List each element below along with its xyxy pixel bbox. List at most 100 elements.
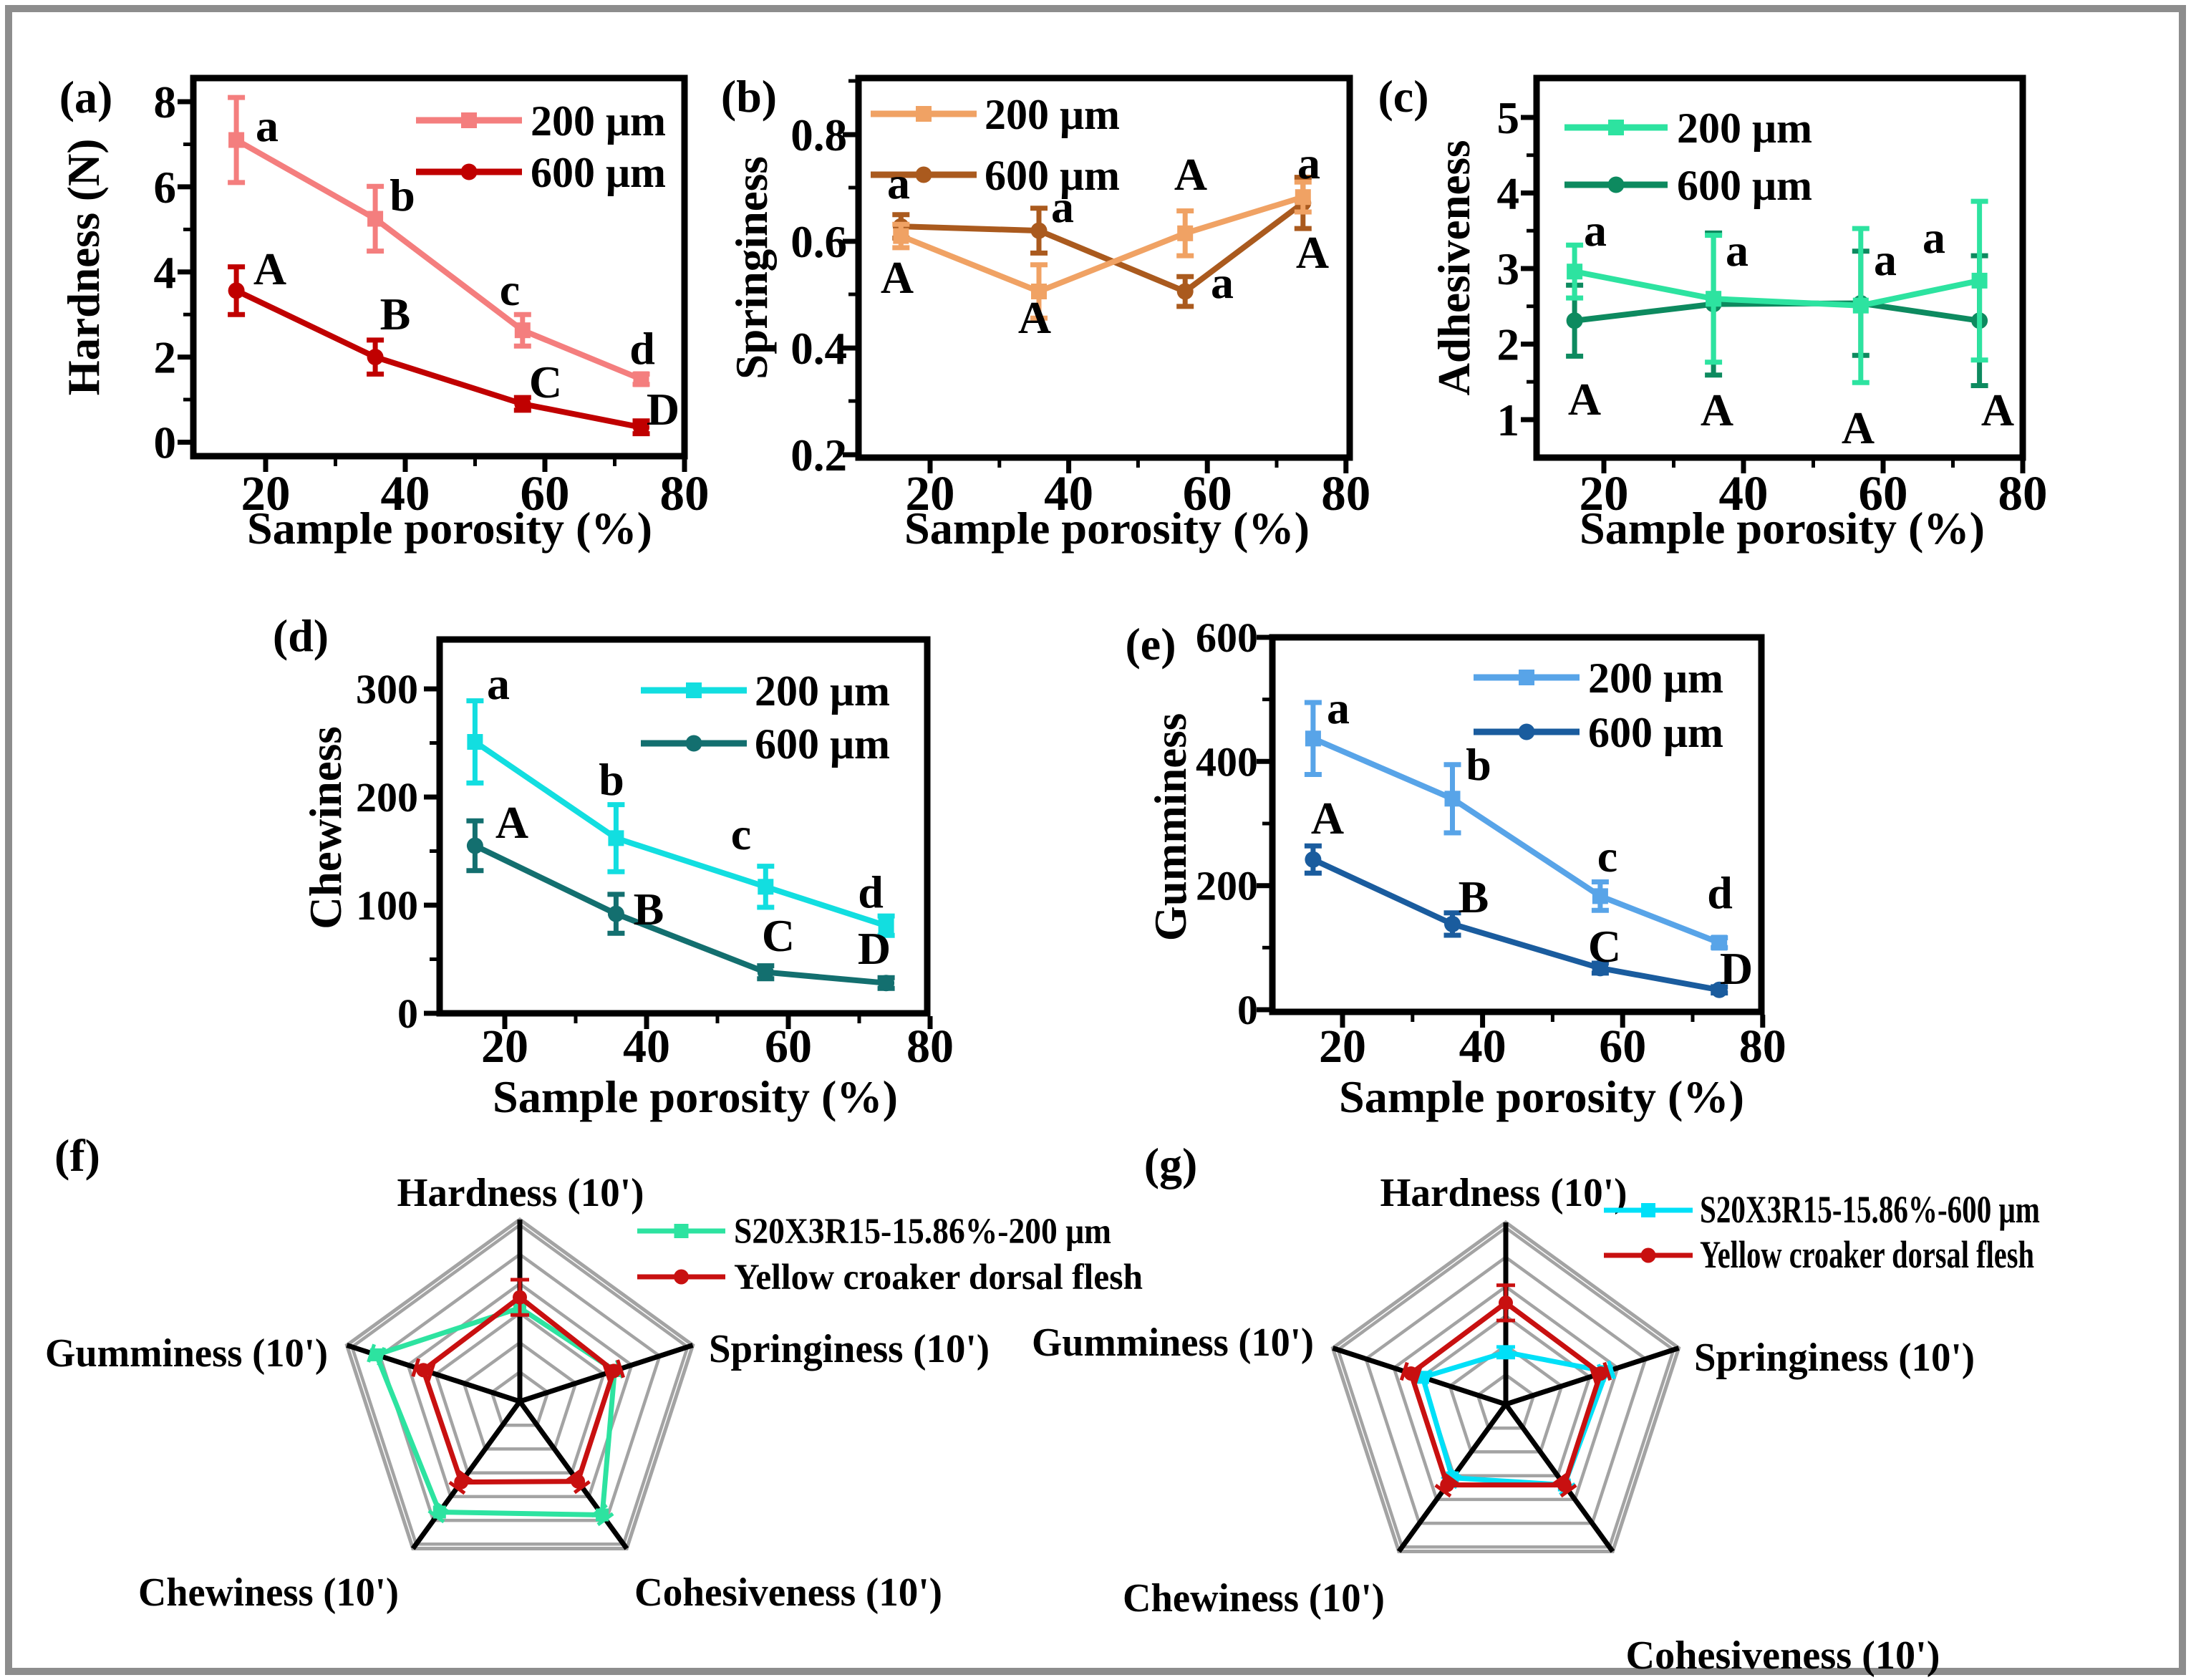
svg-text:200 μm: 200 μm (1588, 655, 1723, 702)
svg-text:(c): (c) (1378, 71, 1428, 122)
svg-text:A: A (1568, 374, 1601, 425)
svg-text:a: a (1051, 181, 1074, 232)
svg-text:B: B (634, 884, 664, 935)
svg-text:a: a (1726, 225, 1749, 276)
svg-text:d: d (629, 323, 655, 374)
svg-text:200 μm: 200 μm (755, 667, 890, 715)
svg-text:Gumminess (10'): Gumminess (10') (45, 1331, 328, 1376)
svg-text:A: A (1296, 227, 1329, 278)
svg-text:A: A (1174, 149, 1207, 200)
svg-text:D: D (858, 923, 891, 974)
svg-text:A: A (1981, 385, 2014, 435)
svg-text:A: A (1842, 402, 1875, 453)
svg-text:(a): (a) (59, 72, 113, 122)
svg-text:20: 20 (1580, 466, 1629, 521)
svg-text:60: 60 (1183, 466, 1232, 521)
svg-text:d: d (1707, 867, 1733, 918)
svg-text:40: 40 (381, 466, 430, 521)
svg-text:200 μm: 200 μm (531, 97, 666, 145)
svg-text:c: c (731, 808, 751, 859)
svg-text:600 μm: 600 μm (755, 720, 890, 768)
svg-text:b: b (599, 754, 624, 805)
svg-text:(d): (d) (273, 610, 329, 661)
svg-text:20: 20 (1319, 1020, 1366, 1073)
svg-text:0: 0 (154, 418, 177, 468)
svg-text:80: 80 (1739, 1020, 1786, 1073)
svg-text:C: C (762, 910, 795, 961)
svg-text:200 μm: 200 μm (1677, 105, 1812, 152)
svg-text:6: 6 (154, 163, 177, 213)
svg-text:0: 0 (1237, 987, 1258, 1033)
svg-text:D: D (1720, 943, 1753, 994)
svg-text:Cohesiveness (10'): Cohesiveness (10') (634, 1570, 942, 1615)
svg-text:(b): (b) (721, 71, 777, 122)
svg-text:0: 0 (397, 990, 418, 1037)
svg-text:(g): (g) (1144, 1139, 1198, 1189)
svg-text:S20X3R15-15.86%-600 μm: S20X3R15-15.86%-600 μm (1700, 1188, 2040, 1231)
svg-text:a: a (1874, 234, 1897, 285)
svg-text:a: a (256, 100, 279, 151)
svg-text:80: 80 (660, 466, 710, 521)
svg-text:600 μm: 600 μm (531, 149, 666, 196)
svg-text:600 μm: 600 μm (1677, 162, 1812, 209)
svg-text:0.8: 0.8 (790, 110, 847, 160)
svg-text:60: 60 (1859, 466, 1908, 521)
svg-text:Hardness (10'): Hardness (10') (1380, 1171, 1627, 1215)
svg-text:200 μm: 200 μm (985, 91, 1120, 138)
svg-text:Adhesiveness: Adhesiveness (1429, 140, 1479, 395)
svg-text:Hardness (N): Hardness (N) (59, 139, 109, 396)
svg-text:C: C (529, 357, 562, 407)
svg-text:Chewiness: Chewiness (301, 726, 351, 930)
svg-text:B: B (380, 289, 411, 339)
svg-text:A: A (253, 243, 286, 294)
svg-text:A: A (1311, 793, 1344, 844)
svg-text:40: 40 (1044, 466, 1093, 521)
svg-text:d: d (858, 866, 884, 917)
svg-text:Yellow croaker dorsal flesh: Yellow croaker dorsal flesh (734, 1257, 1143, 1298)
svg-text:C: C (1588, 921, 1621, 972)
svg-text:Sample porosity (%): Sample porosity (%) (1580, 503, 1985, 554)
svg-text:Yellow croaker dorsal flesh: Yellow croaker dorsal flesh (1700, 1233, 2034, 1276)
svg-text:(e): (e) (1125, 619, 1176, 670)
svg-text:Chewiness (10'): Chewiness (10') (138, 1570, 399, 1615)
svg-text:8: 8 (154, 77, 177, 127)
svg-text:a: a (1327, 682, 1350, 733)
svg-text:Cohesiveness (10'): Cohesiveness (10') (1626, 1633, 1940, 1678)
svg-text:Gumminess (10'): Gumminess (10') (1032, 1321, 1314, 1365)
svg-text:5: 5 (1497, 93, 1520, 143)
svg-text:A: A (495, 797, 528, 848)
svg-text:a: a (1584, 205, 1607, 256)
svg-text:20: 20 (481, 1020, 528, 1073)
svg-text:20: 20 (241, 466, 291, 521)
svg-text:(f): (f) (54, 1130, 100, 1181)
svg-text:20: 20 (906, 466, 955, 521)
svg-text:Sample porosity (%): Sample porosity (%) (1339, 1072, 1744, 1122)
svg-text:0.4: 0.4 (790, 324, 847, 374)
svg-text:80: 80 (1321, 466, 1370, 521)
svg-text:40: 40 (1719, 466, 1769, 521)
svg-text:a: a (887, 158, 910, 208)
svg-text:600: 600 (1196, 614, 1258, 661)
svg-text:b: b (1466, 739, 1491, 790)
svg-text:4: 4 (1497, 169, 1520, 219)
svg-text:A: A (881, 252, 914, 303)
svg-text:0.6: 0.6 (790, 217, 847, 267)
svg-text:A: A (1018, 292, 1051, 343)
svg-text:a: a (1211, 257, 1234, 308)
svg-text:300: 300 (356, 666, 418, 713)
svg-text:Springiness (10'): Springiness (10') (1694, 1336, 1975, 1380)
svg-text:Springiness: Springiness (727, 156, 777, 380)
svg-text:2: 2 (154, 333, 177, 383)
svg-text:400: 400 (1196, 738, 1258, 785)
svg-text:60: 60 (765, 1020, 812, 1073)
svg-text:2: 2 (1497, 320, 1520, 370)
svg-text:Springiness (10'): Springiness (10') (709, 1327, 990, 1371)
svg-text:600 μm: 600 μm (1588, 709, 1723, 756)
svg-text:Sample porosity (%): Sample porosity (%) (493, 1072, 898, 1122)
svg-text:D: D (647, 384, 679, 435)
svg-text:3: 3 (1497, 244, 1520, 294)
svg-text:80: 80 (1998, 466, 2048, 521)
svg-text:600 μm: 600 μm (985, 152, 1120, 199)
svg-text:a: a (1922, 212, 1945, 263)
svg-text:0.2: 0.2 (790, 430, 847, 481)
